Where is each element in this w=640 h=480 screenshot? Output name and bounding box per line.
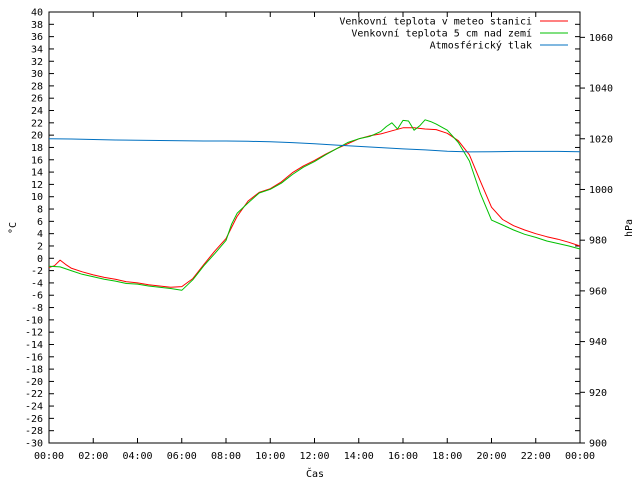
y-tick-label: -26	[25, 414, 43, 425]
x-tick-label: 12:00	[299, 451, 329, 462]
x-tick-label: 00:00	[34, 451, 64, 462]
y-tick-label: 10	[31, 192, 43, 203]
legend-label-3: Atmosférický tlak	[430, 40, 532, 52]
y-tick-label: 36	[31, 32, 43, 43]
x-tick-label: 04:00	[122, 451, 152, 462]
y-tick-label: -2	[31, 266, 43, 277]
x-axis: 00:00 02:00 04:00 06:00 08:00 10:00 12:00 14:00…	[34, 12, 595, 462]
y-tick-label: -14	[25, 340, 43, 351]
y-tick-label: 20	[31, 131, 43, 142]
x-tick-label: 16:00	[388, 451, 418, 462]
y-axis-right: 900 920 940 960 980 1000 1020 1040 1060	[580, 33, 613, 450]
y-tick-label: 6	[37, 217, 43, 228]
y-axis-title: °C	[8, 222, 19, 234]
y-tick-label: 8	[37, 205, 43, 216]
y-tick-label: 28	[31, 81, 43, 92]
y-tick-label: 16	[31, 155, 43, 166]
y-tick-label: 4	[37, 229, 43, 240]
y2-axis-title: hPa	[624, 219, 635, 237]
series-lines	[48, 119, 581, 291]
y2-tick-label: 1020	[589, 134, 613, 145]
y-tick-label: 26	[31, 94, 43, 105]
y-tick-label: -4	[31, 278, 43, 289]
plot-border	[48, 11, 581, 444]
y2-tick-label: 1060	[589, 33, 613, 44]
y-tick-label: 34	[31, 44, 43, 55]
y-tick-label: -24	[25, 402, 43, 413]
y-tick-label: 30	[31, 69, 43, 80]
x-tick-label: 08:00	[211, 451, 241, 462]
x-tick-label: 02:00	[78, 451, 108, 462]
y-tick-label: 14	[31, 168, 43, 179]
y2-tick-label: 1000	[589, 185, 613, 196]
y-tick-label: 40	[31, 8, 43, 19]
y-tick-label: 12	[31, 180, 43, 191]
legend-label-2: Venkovní teplota 5 cm nad zemí	[351, 28, 532, 40]
series-line-3	[48, 138, 581, 153]
y-tick-label: 32	[31, 57, 43, 68]
y-tick-label: -8	[31, 303, 43, 314]
y-tick-label: 2	[37, 241, 43, 252]
y-tick-label: -12	[25, 328, 43, 339]
x-tick-label: 14:00	[344, 451, 374, 462]
y-tick-label: -10	[25, 315, 43, 326]
y-tick-label: -18	[25, 365, 43, 376]
y-tick-label: 24	[31, 106, 43, 117]
x-tick-label: 00:00	[565, 451, 595, 462]
y-tick-label: 22	[31, 118, 43, 129]
y-tick-label: 18	[31, 143, 43, 154]
y2-tick-label: 920	[589, 388, 607, 399]
legend-label-1: Venkovní teplota v meteo stanici	[339, 16, 532, 28]
y2-tick-label: 960	[589, 286, 607, 297]
series-line-2	[48, 119, 581, 291]
series-line-1	[48, 127, 581, 288]
y2-tick-label: 1040	[589, 84, 613, 95]
x-tick-label: 22:00	[521, 451, 551, 462]
y2-tick-label: 900	[589, 439, 607, 450]
y-tick-label: 0	[37, 254, 43, 265]
x-tick-label: 20:00	[476, 451, 506, 462]
y-tick-label: -22	[25, 389, 43, 400]
y-tick-label: -16	[25, 352, 43, 363]
x-axis-title: Čas	[306, 467, 324, 480]
y2-tick-label: 980	[589, 236, 607, 247]
x-tick-label: 10:00	[255, 451, 285, 462]
y-tick-label: 38	[31, 20, 43, 31]
x-tick-label: 18:00	[432, 451, 462, 462]
plot-frame	[48, 11, 581, 444]
legend: Venkovní teplota v meteo staniciVenkovní…	[339, 16, 568, 52]
y-tick-label: -6	[31, 291, 43, 302]
y-axis-left: -30-28-26-24-22-20-18-16-14-12-10-8-6-4-…	[25, 8, 580, 450]
y-tick-label: -20	[25, 377, 43, 388]
y-tick-label: -30	[25, 439, 43, 450]
x-tick-label: 06:00	[167, 451, 197, 462]
y2-tick-label: 940	[589, 337, 607, 348]
y-tick-label: -28	[25, 426, 43, 437]
